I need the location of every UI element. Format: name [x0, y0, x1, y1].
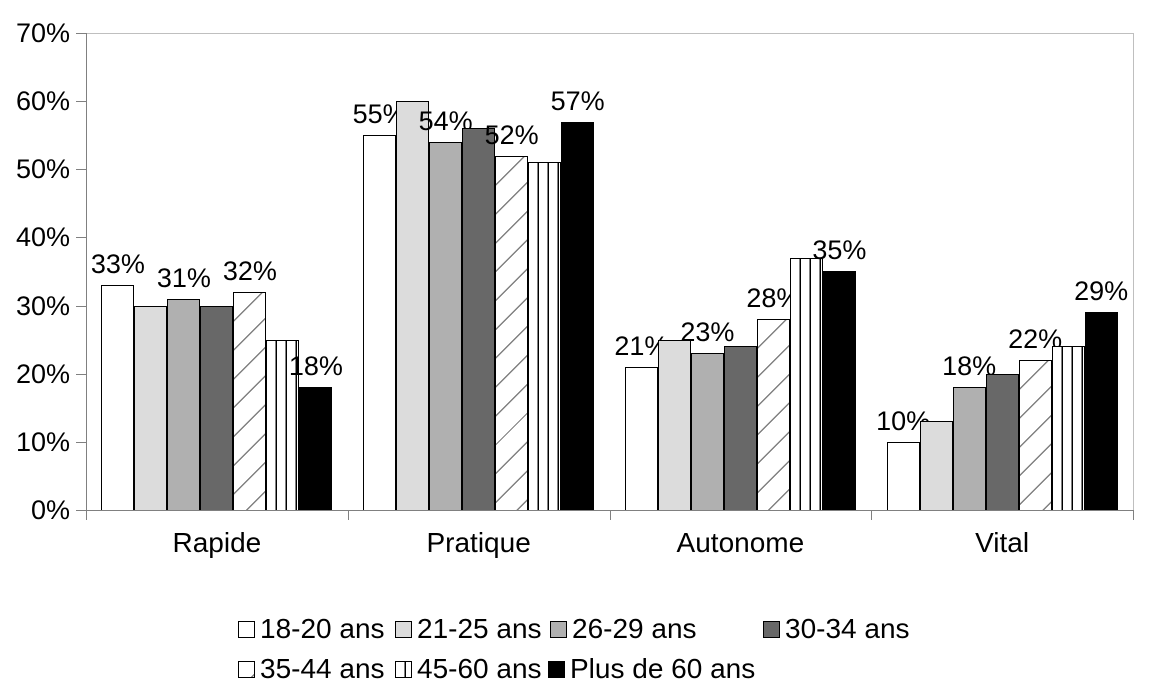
- legend-item-21-25-ans: 21-25 ans: [395, 615, 542, 643]
- legend-item-plus-de-60-ans: Plus de 60 ans: [548, 655, 755, 683]
- y-tick: [76, 510, 86, 511]
- bar-value-label: 29%: [1074, 276, 1129, 306]
- legend-item-18-20-ans: 18-20 ans: [238, 615, 385, 643]
- bar-rapide-45-60-ans: [266, 340, 300, 511]
- y-tick: [76, 441, 86, 443]
- bar-value-label: 31%: [156, 263, 211, 293]
- bar-pratique-45-60-ans: [528, 162, 562, 511]
- plot-border-right: [1133, 33, 1134, 510]
- bar-value-label: 52%: [484, 120, 539, 150]
- y-tick: [76, 33, 86, 34]
- y-tick-label: 20%: [15, 358, 70, 389]
- legend-item-45-60-ans: 45-60 ans: [395, 655, 542, 683]
- bar-pratique-30-34-ans: [462, 128, 496, 511]
- bar-vital-45-60-ans: [1051, 346, 1085, 511]
- category-label-rapide: Rapide: [172, 527, 262, 558]
- bar-autonome-45-60-ans: [789, 258, 823, 511]
- bar-vital-26-29-ans: [952, 387, 986, 511]
- bar-rapide-30-34-ans: [200, 306, 234, 511]
- bar-pratique-18-20-ans: [363, 135, 397, 511]
- legend-item-35-44-ans: 35-44 ans: [238, 655, 385, 683]
- bar-autonome-21-25-ans: [657, 340, 691, 511]
- x-tick: [609, 510, 611, 520]
- bar-value-label: 35%: [812, 235, 867, 265]
- y-tick-label: 50%: [15, 154, 70, 185]
- x-axis-line: [86, 510, 1133, 511]
- bar-autonome-30-34-ans: [723, 346, 757, 511]
- bar-vital-30-34-ans: [985, 374, 1019, 511]
- y-tick: [76, 237, 86, 239]
- bar-value-label: 23%: [680, 317, 735, 347]
- category-label-autonome: Autonome: [676, 527, 805, 558]
- bar-rapide-26-29-ans: [167, 299, 201, 511]
- legend-swatch-18-20-ans: [238, 621, 255, 638]
- x-tick: [86, 510, 87, 520]
- y-tick: [76, 373, 86, 375]
- bar-pratique-plus-de-60-ans: [561, 122, 595, 511]
- legend-swatch-30-34-ans: [763, 621, 780, 638]
- x-tick: [871, 510, 873, 520]
- bar-rapide-21-25-ans: [134, 306, 168, 511]
- legend-swatch-plus-de-60-ans: [548, 661, 565, 678]
- y-tick: [76, 169, 86, 171]
- y-tick-label: 10%: [15, 426, 70, 457]
- y-tick: [76, 305, 86, 307]
- y-axis-line: [86, 33, 87, 510]
- bar-pratique-21-25-ans: [396, 101, 430, 511]
- y-tick-label: 40%: [15, 222, 70, 253]
- legend-label-18-20-ans: 18-20 ans: [260, 613, 385, 644]
- bar-value-label: 18%: [288, 351, 343, 381]
- legend-swatch-45-60-ans: [395, 661, 412, 678]
- bar-autonome-plus-de-60-ans: [822, 271, 856, 511]
- bar-vital-21-25-ans: [919, 421, 953, 511]
- x-tick: [347, 510, 349, 520]
- bar-vital-35-44-ans: [1018, 360, 1052, 511]
- bar-rapide-18-20-ans: [101, 285, 135, 511]
- legend-item-26-29-ans: 26-29 ans: [550, 615, 697, 643]
- bar-vital-18-20-ans: [886, 442, 920, 511]
- legend-swatch-35-44-ans: [238, 661, 255, 678]
- bar-pratique-35-44-ans: [495, 156, 529, 511]
- category-label-vital: Vital: [975, 527, 1030, 558]
- bar-pratique-26-29-ans: [429, 142, 463, 511]
- legend-label-21-25-ans: 21-25 ans: [417, 613, 542, 644]
- bar-autonome-26-29-ans: [690, 353, 724, 511]
- legend-item-30-34-ans: 30-34 ans: [763, 615, 910, 643]
- bar-rapide-plus-de-60-ans: [299, 387, 333, 511]
- legend-swatch-26-29-ans: [550, 621, 567, 638]
- x-tick: [1133, 510, 1134, 520]
- bar-value-label: 32%: [222, 256, 277, 286]
- y-tick-label: 70%: [15, 18, 70, 48]
- legend-label-35-44-ans: 35-44 ans: [260, 653, 385, 684]
- y-tick-label: 0%: [30, 495, 70, 525]
- bar-rapide-35-44-ans: [233, 292, 267, 511]
- bar-autonome-18-20-ans: [624, 367, 658, 511]
- legend-label-45-60-ans: 45-60 ans: [417, 653, 542, 684]
- legend-swatch-21-25-ans: [395, 621, 412, 638]
- y-tick-label: 60%: [15, 86, 70, 117]
- bar-autonome-35-44-ans: [756, 319, 790, 511]
- bar-value-label: 57%: [550, 86, 605, 116]
- y-tick-label: 30%: [15, 290, 70, 321]
- bar-vital-plus-de-60-ans: [1084, 312, 1118, 511]
- category-label-pratique: Pratique: [426, 527, 531, 558]
- plot-border-top: [86, 33, 1133, 34]
- bar-value-label: 33%: [90, 249, 145, 279]
- legend-label-plus-de-60-ans: Plus de 60 ans: [570, 653, 756, 684]
- legend-label-30-34-ans: 30-34 ans: [785, 613, 910, 644]
- legend-label-26-29-ans: 26-29 ans: [572, 613, 697, 644]
- y-tick: [76, 101, 86, 103]
